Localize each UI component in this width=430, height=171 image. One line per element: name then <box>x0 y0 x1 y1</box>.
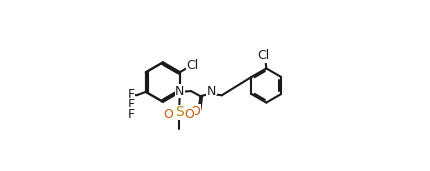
Text: O: O <box>163 108 173 122</box>
Text: O: O <box>190 105 200 118</box>
Text: F: F <box>127 108 135 121</box>
Text: Cl: Cl <box>258 49 270 62</box>
Text: F: F <box>127 98 135 111</box>
Text: O: O <box>184 108 194 122</box>
Text: N: N <box>175 84 184 98</box>
Text: Cl: Cl <box>187 59 199 72</box>
Text: H: H <box>208 85 217 95</box>
Text: F: F <box>127 88 135 101</box>
Text: N: N <box>206 85 216 98</box>
Text: S: S <box>175 106 184 119</box>
